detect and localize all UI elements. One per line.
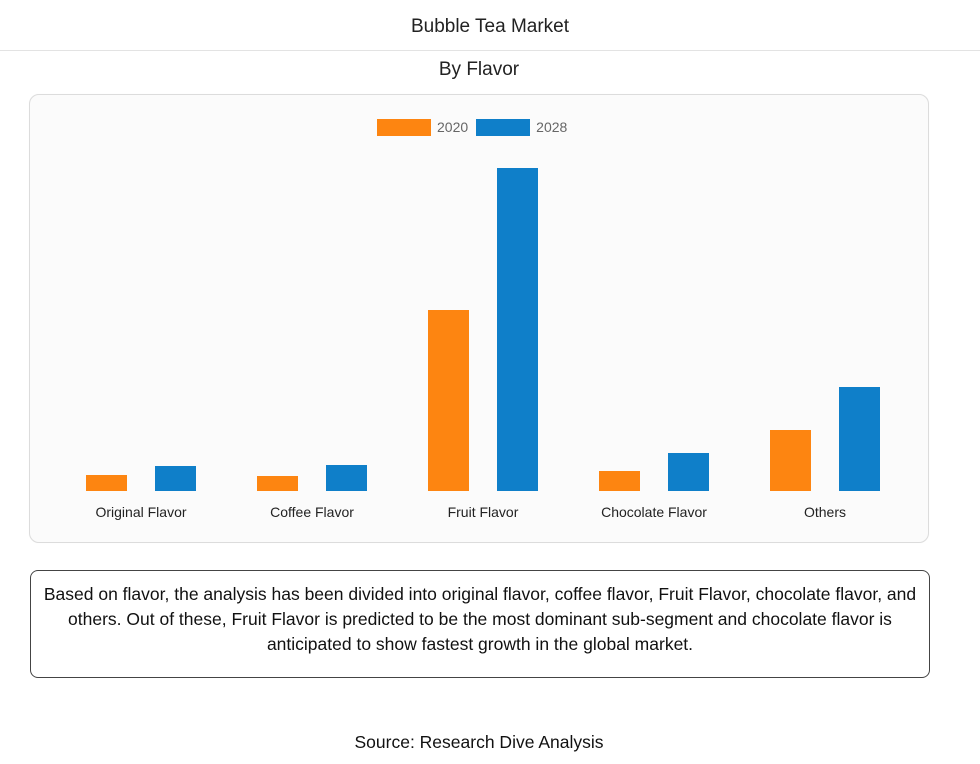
chart-legend: 2020 2028 [377,118,575,136]
legend-swatch-2028[interactable] [476,118,531,136]
bar-original-flavor-2020[interactable] [86,475,127,491]
bar-coffee-flavor-2020[interactable] [257,476,298,491]
legend-swatch-2020[interactable] [377,118,431,136]
x-axis-label: Others [803,504,846,520]
title-divider [0,50,980,51]
x-axis-label: Fruit Flavor [447,504,519,520]
x-axis-label: Coffee Flavor [270,504,354,520]
bar-fruit-flavor-2028[interactable] [497,168,538,491]
bar-original-flavor-2028[interactable] [155,466,196,491]
bar-chocolate-flavor-2020[interactable] [599,471,640,491]
x-axis-label: Chocolate Flavor [601,504,707,520]
bar-others-2028[interactable] [839,387,880,491]
source-caption: Source: Research Dive Analysis [354,732,604,752]
bar-others-2020[interactable] [770,430,811,491]
bar-fruit-flavor-2020[interactable] [428,310,469,491]
bar-chocolate-flavor-2028[interactable] [668,453,709,491]
chart-subtitle: By Flavor [438,59,520,80]
bar-coffee-flavor-2028[interactable] [326,465,367,491]
chart-title: Bubble Tea Market [410,16,570,37]
description-box: Based on flavor, the analysis has been d… [30,570,930,678]
x-axis-label: Original Flavor [95,504,187,520]
legend-label-2020[interactable]: 2020 [437,119,469,135]
legend-label-2028[interactable]: 2028 [536,119,568,135]
